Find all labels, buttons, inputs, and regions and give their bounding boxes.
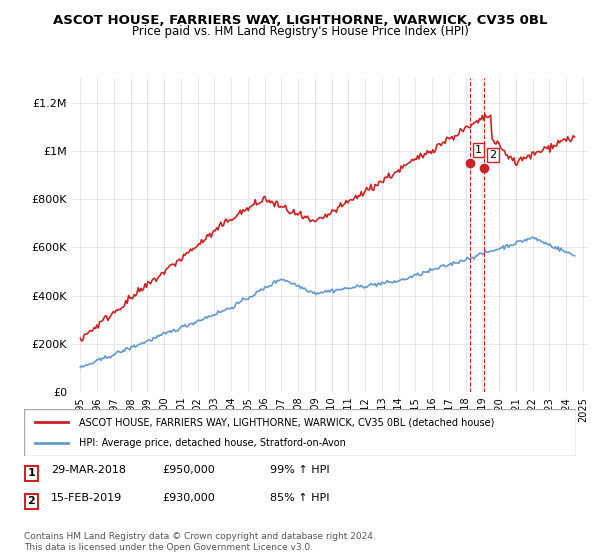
FancyBboxPatch shape [25, 466, 38, 480]
Text: 2: 2 [28, 496, 35, 506]
Text: £930,000: £930,000 [162, 493, 215, 503]
Text: 1: 1 [28, 468, 35, 478]
Text: 29-MAR-2018: 29-MAR-2018 [51, 465, 126, 475]
Text: 85% ↑ HPI: 85% ↑ HPI [270, 493, 329, 503]
Text: 1: 1 [475, 145, 482, 155]
Text: Contains HM Land Registry data © Crown copyright and database right 2024.
This d: Contains HM Land Registry data © Crown c… [24, 532, 376, 552]
FancyBboxPatch shape [25, 494, 38, 508]
Text: 2: 2 [490, 150, 497, 160]
Text: £950,000: £950,000 [162, 465, 215, 475]
Text: ASCOT HOUSE, FARRIERS WAY, LIGHTHORNE, WARWICK, CV35 0BL (detached house): ASCOT HOUSE, FARRIERS WAY, LIGHTHORNE, W… [79, 417, 494, 427]
Text: ASCOT HOUSE, FARRIERS WAY, LIGHTHORNE, WARWICK, CV35 0BL: ASCOT HOUSE, FARRIERS WAY, LIGHTHORNE, W… [53, 14, 547, 27]
Text: 15-FEB-2019: 15-FEB-2019 [51, 493, 122, 503]
Text: HPI: Average price, detached house, Stratford-on-Avon: HPI: Average price, detached house, Stra… [79, 438, 346, 448]
FancyBboxPatch shape [24, 409, 576, 456]
Text: Price paid vs. HM Land Registry's House Price Index (HPI): Price paid vs. HM Land Registry's House … [131, 25, 469, 38]
Text: 99% ↑ HPI: 99% ↑ HPI [270, 465, 329, 475]
